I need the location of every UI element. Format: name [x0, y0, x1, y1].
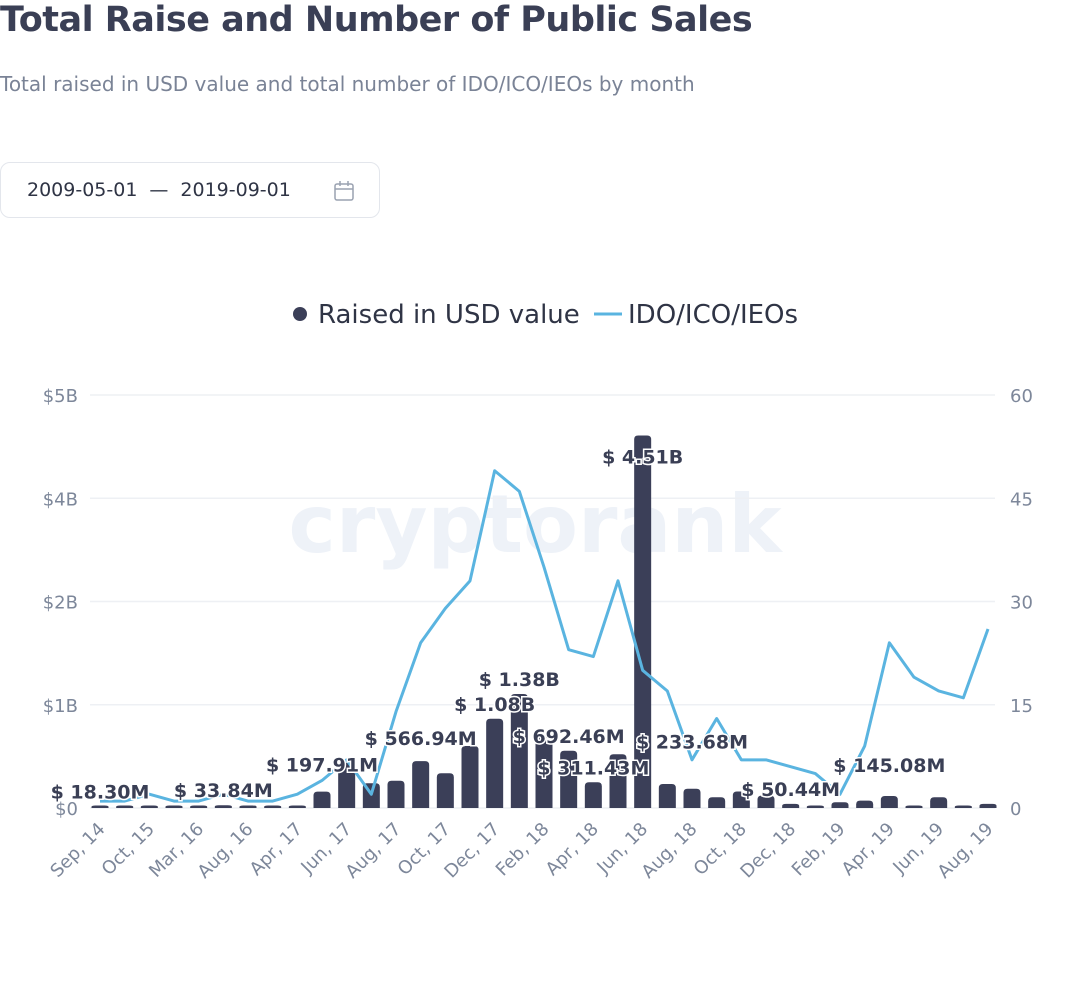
- bar: [979, 803, 997, 808]
- x-axis-tick: Apr, 19: [838, 819, 899, 880]
- left-axis-tick: $5B: [43, 386, 78, 407]
- x-axis-tick: Dec, 17: [440, 819, 504, 883]
- bar: [264, 805, 282, 808]
- calendar-icon[interactable]: [333, 180, 355, 202]
- x-axis-tick: Aug, 19: [934, 819, 998, 883]
- data-label: $ 33.84M: [174, 780, 273, 802]
- legend-bar-marker: [293, 307, 307, 321]
- data-label: $ 566.94M: [365, 728, 477, 750]
- right-axis-tick: 45: [1010, 489, 1033, 510]
- bar: [387, 780, 405, 808]
- left-axis-tick: $1B: [43, 696, 78, 717]
- bar: [510, 694, 528, 808]
- bar: [560, 750, 578, 808]
- data-label: $ 692.46M: [513, 726, 625, 748]
- bar: [609, 754, 627, 808]
- bar: [905, 805, 923, 808]
- bar: [165, 805, 183, 808]
- legend-label-sales: IDO/ICO/IEOs: [628, 300, 798, 330]
- left-axis-tick: $2B: [43, 593, 78, 614]
- x-axis-tick: Feb, 19: [788, 819, 850, 881]
- bar: [486, 718, 504, 808]
- data-label: $ 1.38B: [479, 669, 560, 691]
- range-separator: —: [149, 179, 169, 201]
- bar: [658, 784, 676, 808]
- date-range-picker[interactable]: 2009-05-01 — 2019-09-01: [0, 162, 380, 218]
- start-date[interactable]: 2009-05-01: [27, 179, 138, 201]
- bar: [140, 805, 158, 808]
- x-axis-tick: Dec, 18: [736, 819, 800, 883]
- x-axis-tick: Apr, 18: [542, 819, 603, 880]
- data-label: $ 1.08B: [454, 694, 535, 716]
- x-axis-tick: Feb, 18: [492, 819, 554, 881]
- bar: [288, 805, 306, 808]
- watermark: cryptorank: [288, 478, 783, 571]
- right-axis-tick: 60: [1010, 386, 1033, 407]
- x-axis-tick: Apr, 17: [246, 819, 307, 880]
- right-axis-tick: 15: [1010, 696, 1033, 717]
- bar: [856, 800, 874, 808]
- page-title: Total Raise and Number of Public Sales: [0, 0, 753, 40]
- x-axis-tick: Sep, 14: [46, 819, 109, 882]
- data-label: $ 4.51B: [602, 446, 683, 468]
- right-axis-tick: 0: [1010, 799, 1021, 820]
- x-axis-tick: Aug, 17: [342, 819, 406, 883]
- x-axis-tick: Aug, 16: [194, 819, 258, 883]
- chart: cryptorank Raised in USD value IDO/ICO/IEO…: [43, 300, 1033, 883]
- data-label: $ 311.43M: [537, 757, 649, 779]
- data-label: $ 50.44M: [741, 779, 840, 801]
- bar: [338, 762, 356, 808]
- data-label: $ 18.30M: [51, 781, 150, 803]
- bar: [757, 795, 775, 808]
- page-subtitle: Total raised in USD value and total numb…: [0, 72, 695, 96]
- x-axis-tick: Aug, 18: [638, 819, 702, 883]
- data-label: $ 233.68M: [636, 732, 748, 754]
- bar: [732, 791, 750, 808]
- bar: [880, 796, 898, 808]
- bar: [313, 791, 331, 808]
- data-label: $ 145.08M: [833, 755, 945, 777]
- bar: [214, 805, 232, 808]
- bar: [683, 788, 701, 808]
- end-date[interactable]: 2019-09-01: [180, 179, 291, 201]
- bar: [782, 803, 800, 808]
- bar: [239, 805, 257, 808]
- bar: [954, 805, 972, 808]
- bar: [708, 797, 726, 808]
- right-axis-tick: 30: [1010, 593, 1033, 614]
- bar: [634, 435, 652, 808]
- bar: [831, 802, 849, 808]
- bar: [461, 746, 479, 808]
- bar: [436, 773, 454, 808]
- left-axis-tick: $0: [55, 799, 78, 820]
- legend-label-raised: Raised in USD value: [318, 300, 580, 330]
- bar: [190, 805, 208, 808]
- bar: [91, 805, 109, 808]
- bar: [412, 761, 430, 808]
- bar: [806, 805, 824, 808]
- data-label: $ 197.91M: [266, 755, 378, 777]
- bar: [535, 735, 553, 808]
- left-axis-tick: $4B: [43, 489, 78, 510]
- bar: [116, 805, 134, 808]
- bar: [584, 782, 602, 808]
- bar: [930, 797, 948, 808]
